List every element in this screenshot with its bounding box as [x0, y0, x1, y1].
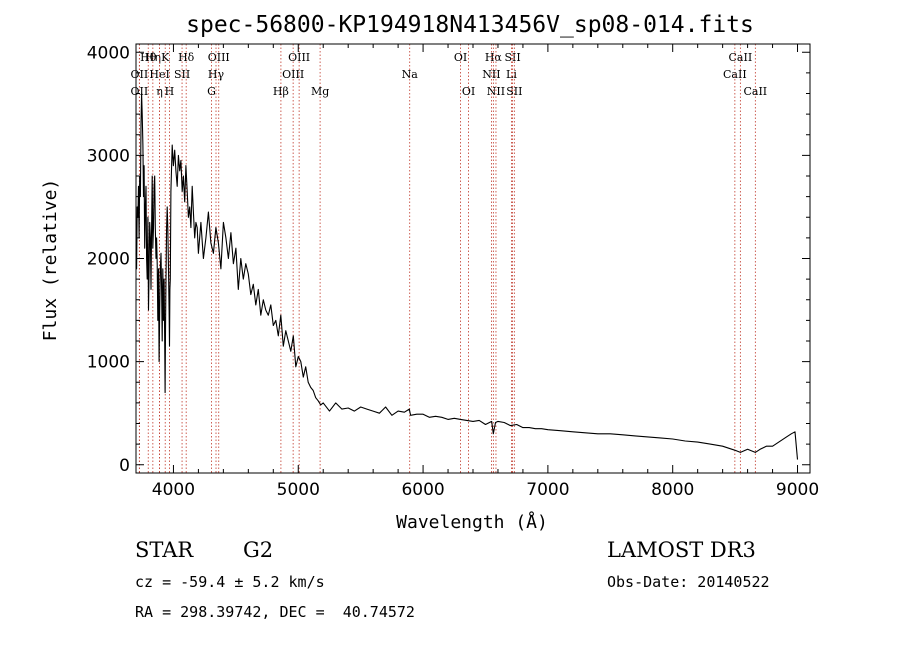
x-tick-label-4: 8000 [651, 480, 694, 500]
series-layer [135, 92, 799, 460]
x-tick-label-3: 7000 [526, 480, 569, 500]
line-marker-label-8: SII [174, 68, 190, 81]
line-marker-label-2: OII [131, 68, 149, 81]
line-marker-label-16: Mg [311, 85, 329, 98]
object-subclass: G2 [243, 538, 274, 562]
y-tick-label-2: 2000 [87, 250, 130, 270]
line-marker-label-14: OIII [282, 68, 304, 81]
line-marker-label-5: η [156, 85, 163, 98]
line-marker-label-11: Hγ [208, 68, 225, 81]
line-marker-label-12: G [207, 85, 216, 98]
line-marker-label-13: OIII [288, 51, 310, 64]
line-marker-label-1: Hθ [140, 51, 157, 64]
line-marker-label-25: SII [506, 85, 522, 98]
x-tick-label-2: 6000 [401, 480, 444, 500]
line-marker-label-6: K [161, 51, 170, 64]
x-tick-label-0: 4000 [152, 480, 195, 500]
axis-ticks: 4000 5000 6000 7000 8000 9000 0 1000 2000 3000 400… [87, 43, 819, 500]
line-marker-label-24: Li [506, 68, 517, 81]
spectrum-chart: spec-56800-KP194918N413456V_sp08-014.fit… [40, 12, 819, 533]
line-marker-label-22: NII [487, 85, 505, 98]
y-axis-label: Flux (relative) [40, 179, 61, 342]
series-line-flux [135, 92, 799, 460]
line-marker-label-7: H [165, 85, 175, 98]
chart-title: spec-56800-KP194918N413456V_sp08-014.fit… [186, 12, 754, 38]
line-marker-label-19: OI [462, 85, 475, 98]
survey-name: LAMOST DR3 [607, 538, 756, 562]
y-tick-label-0: 0 [119, 456, 130, 476]
line-marker-label-28: CaII [743, 85, 767, 98]
line-marker-label-9: Hδ [178, 51, 195, 64]
plot-frame [135, 43, 811, 474]
line-marker-label-0: OII [131, 85, 149, 98]
line-marker-label-27: CaII [723, 68, 747, 81]
line-marker-label-23: SII [504, 51, 520, 64]
line-marker-label-26: CaII [729, 51, 753, 64]
obs-date-line: Obs-Date: 20140522 [607, 573, 770, 591]
coords-line: RA = 298.39742, DEC = 40.74572 [135, 603, 415, 621]
line-marker-label-18: OI [454, 51, 467, 64]
x-axis-label: Wavelength (Å) [396, 511, 548, 533]
y-tick-label-3: 3000 [87, 146, 130, 166]
x-tick-label-5: 9000 [776, 480, 819, 500]
line-marker-label-20: Hα [485, 51, 503, 64]
y-tick-label-1: 1000 [87, 353, 130, 373]
line-marker-label-4: HeI [149, 68, 169, 81]
line-marker-label-10: OIII [208, 51, 230, 64]
line-marker-label-3: Hη [145, 51, 161, 64]
object-type: STAR [135, 538, 194, 562]
x-tick-label-1: 5000 [277, 480, 320, 500]
line-marker-label-17: Na [402, 68, 419, 81]
line-marker-label-15: Hβ [273, 85, 289, 98]
y-tick-label-4: 4000 [87, 43, 130, 63]
redshift-line: cz = -59.4 ± 5.2 km/s [135, 573, 325, 591]
line-markers: OII Hθ OII Hη HeI η K H SII Hδ OIII Hγ G OIII OIII Hβ Mg… [131, 44, 767, 473]
line-marker-label-21: NII [482, 68, 500, 81]
